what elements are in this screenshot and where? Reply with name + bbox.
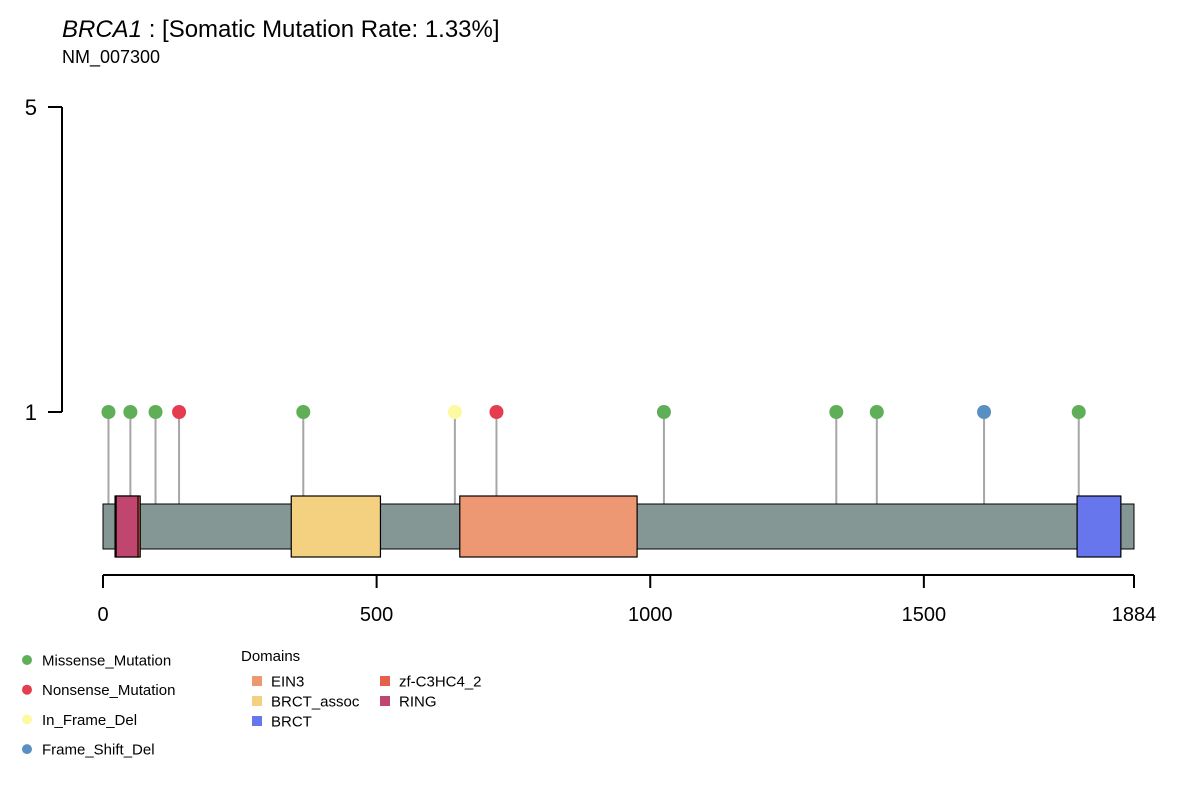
x-tick-label: 1000 bbox=[628, 604, 673, 626]
domain-legend-swatch bbox=[252, 676, 262, 686]
mutation-point-in-frame-del bbox=[447, 405, 462, 419]
domain-legend-label: RING bbox=[399, 694, 437, 711]
mutation-point-missense-mutation bbox=[123, 405, 138, 419]
y-tick-label: 5 bbox=[25, 95, 37, 120]
domain-legend-label: EIN3 bbox=[271, 674, 304, 691]
legend-marker bbox=[22, 655, 32, 665]
mutation-point-missense-mutation bbox=[656, 405, 671, 419]
mutation-point-missense-mutation bbox=[148, 405, 163, 419]
domain-legend-label: BRCT_assoc bbox=[271, 694, 360, 711]
y-axis: 15 bbox=[25, 95, 63, 425]
chart-title: BRCA1 : [Somatic Mutation Rate: 1.33%] bbox=[62, 16, 500, 43]
y-tick-label: 1 bbox=[25, 400, 37, 425]
lollipop-heads bbox=[101, 405, 1086, 419]
transcript-id: NM_007300 bbox=[62, 47, 160, 68]
legend-label: Nonsense_Mutation bbox=[42, 682, 175, 699]
mutation-point-missense-mutation bbox=[829, 405, 844, 419]
x-tick-label: 1500 bbox=[902, 604, 947, 626]
x-tick-label: 0 bbox=[97, 604, 108, 626]
legend-marker bbox=[22, 684, 32, 695]
mutation-rate-text: : [Somatic Mutation Rate: 1.33%] bbox=[142, 16, 500, 43]
domain-legend-swatch bbox=[252, 716, 262, 726]
legend-label: Missense_Mutation bbox=[42, 653, 171, 670]
domain-ein3 bbox=[459, 495, 638, 558]
gene-name: BRCA1 bbox=[62, 16, 142, 43]
domain-legend-swatch bbox=[380, 676, 390, 686]
legend-label: Frame_Shift_Del bbox=[42, 742, 155, 759]
mutation-point-missense-mutation bbox=[869, 405, 884, 419]
mutation-point-nonsense-mutation bbox=[489, 405, 504, 419]
legend-marker bbox=[22, 714, 32, 725]
mutation-point-nonsense-mutation bbox=[172, 405, 187, 419]
domain-brct bbox=[1076, 495, 1122, 558]
mutation-point-missense-mutation bbox=[101, 405, 116, 419]
domain-legend-swatch bbox=[252, 696, 262, 706]
domain-legend: Domains EIN3 BRCT_assoc BRCT zf-C3HC4_2 RING bbox=[241, 648, 482, 731]
x-tick-label: 500 bbox=[360, 604, 393, 626]
legend-label: In_Frame_Del bbox=[42, 712, 137, 729]
x-tick-label: 1884 bbox=[1112, 604, 1157, 626]
domain-ring bbox=[115, 495, 139, 558]
domain-legend-label: zf-C3HC4_2 bbox=[399, 674, 482, 691]
domain-brct-assoc bbox=[290, 495, 382, 558]
domain-legend-label: BRCT bbox=[271, 714, 312, 731]
mutation-point-frame-shift-del bbox=[977, 405, 992, 419]
x-axis: 0 500 1000 1500 1884 bbox=[97, 574, 1157, 626]
domain-legend-swatch bbox=[380, 696, 390, 706]
mutation-point-missense-mutation bbox=[1071, 405, 1086, 419]
domain-legend-title: Domains bbox=[241, 648, 300, 665]
mutation-point-missense-mutation bbox=[296, 405, 311, 419]
legend-marker bbox=[22, 744, 32, 755]
lollipop-stems bbox=[107, 412, 1080, 504]
mutation-type-legend: Missense_Mutation Nonsense_Mutation In_Fra… bbox=[22, 653, 175, 759]
domain-track bbox=[114, 495, 1122, 558]
